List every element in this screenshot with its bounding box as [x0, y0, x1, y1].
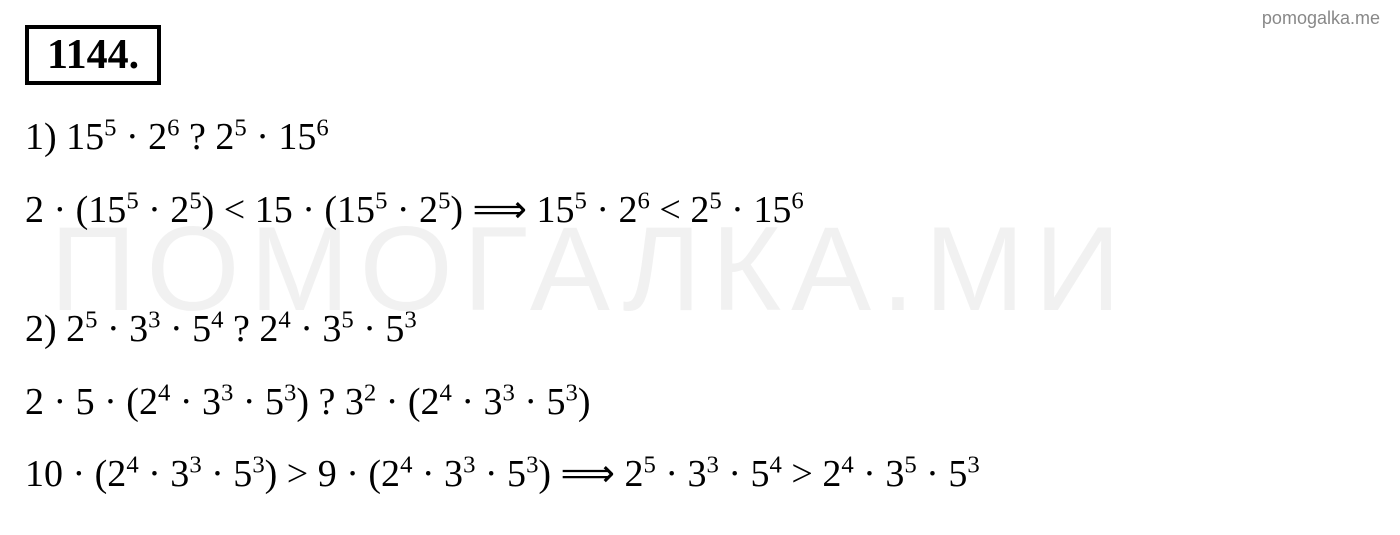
line-1: 1) 155 · 26 ? 25 · 156	[25, 105, 980, 170]
math-content: 1) 155 · 26 ? 25 · 156 2 · (155 · 25) < …	[25, 105, 980, 515]
problem-number: 1144.	[25, 25, 161, 85]
line-2: 2 · (155 · 25) < 15 · (155 · 25) ⟹ 155 ·…	[25, 178, 980, 243]
line-5: 10 · (24 · 33 · 53) > 9 · (24 · 33 · 53)…	[25, 442, 980, 507]
line-4: 2 · 5 · (24 · 33 · 53) ? 32 · (24 · 33 ·…	[25, 370, 980, 435]
watermark-url: pomogalka.me	[1262, 8, 1380, 29]
line-3: 2) 25 · 33 · 54 ? 24 · 35 · 53	[25, 297, 980, 362]
